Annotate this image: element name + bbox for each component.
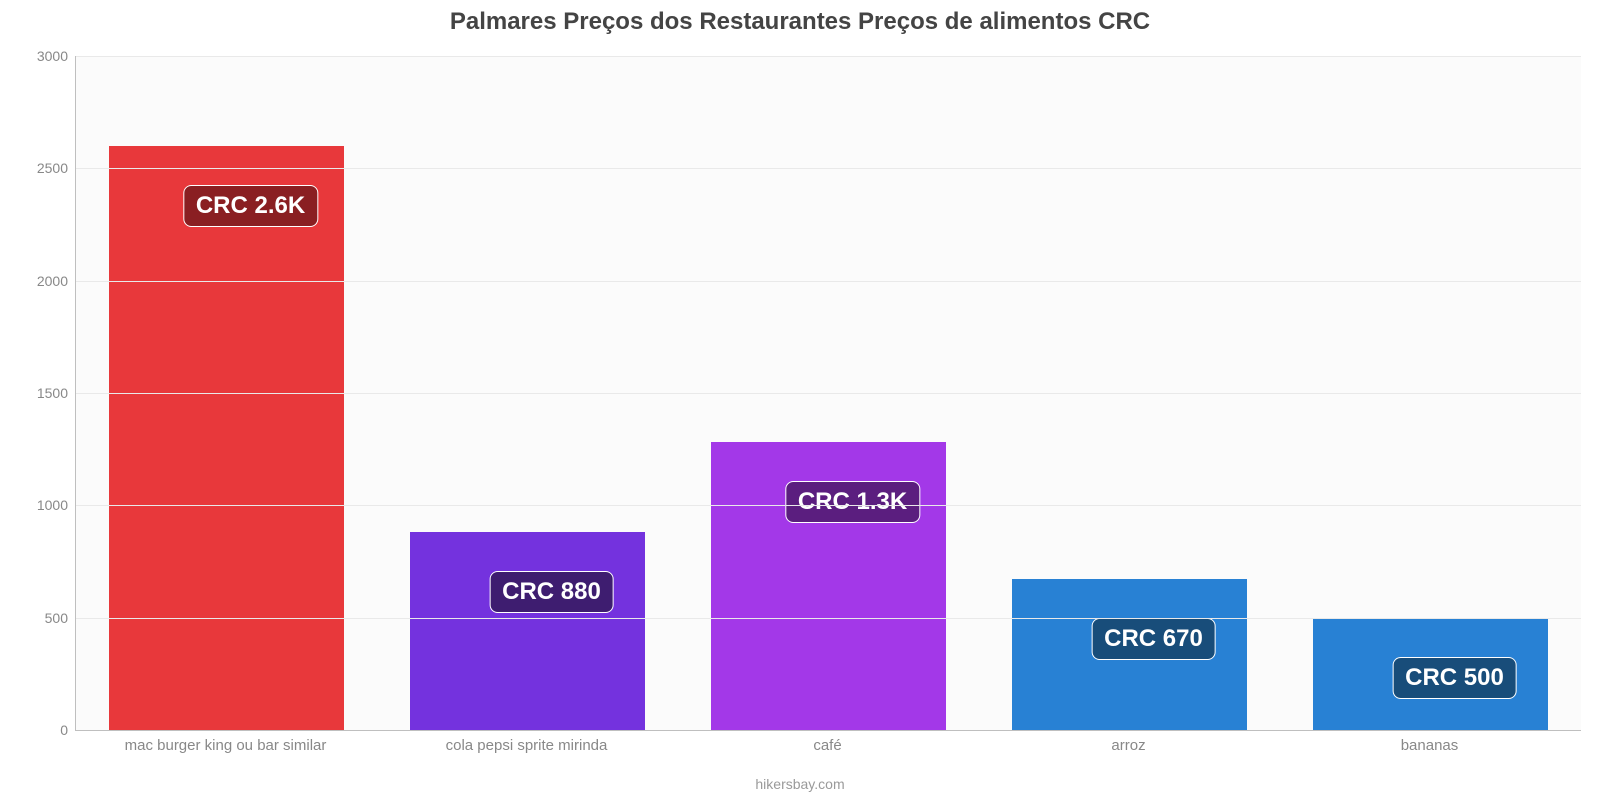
y-tick-label: 2500 xyxy=(8,160,68,176)
y-tick-label: 500 xyxy=(8,610,68,626)
x-tick-label: cola pepsi sprite mirinda xyxy=(446,737,608,754)
y-tick-label: 1000 xyxy=(8,497,68,513)
gridline xyxy=(76,393,1581,394)
y-tick-label: 1500 xyxy=(8,385,68,401)
gridline xyxy=(76,505,1581,506)
x-tick-label: bananas xyxy=(1401,737,1459,754)
y-tick-label: 3000 xyxy=(8,48,68,64)
price-chart: Palmares Preços dos Restaurantes Preços … xyxy=(0,0,1600,800)
chart-title: Palmares Preços dos Restaurantes Preços … xyxy=(0,8,1600,36)
value-badge: CRC 880 xyxy=(489,571,614,613)
x-tick-label: mac burger king ou bar similar xyxy=(125,737,327,754)
y-tick-label: 0 xyxy=(8,722,68,738)
bar xyxy=(410,532,645,730)
x-tick-label: arroz xyxy=(1111,737,1145,754)
value-badge: CRC 2.6K xyxy=(183,185,318,227)
source-label: hikersbay.com xyxy=(0,776,1600,792)
value-badge: CRC 1.3K xyxy=(785,481,920,523)
y-tick-label: 2000 xyxy=(8,273,68,289)
value-badge: CRC 500 xyxy=(1392,657,1517,699)
gridline xyxy=(76,618,1581,619)
gridline xyxy=(76,56,1581,57)
plot-area: CRC 2.6K CRC 880 CRC 1.3K CRC 670 CRC 500 xyxy=(75,56,1581,731)
value-badge: CRC 670 xyxy=(1091,618,1216,660)
x-tick-label: café xyxy=(813,737,841,754)
bar xyxy=(109,146,344,730)
gridline xyxy=(76,281,1581,282)
gridline xyxy=(76,168,1581,169)
